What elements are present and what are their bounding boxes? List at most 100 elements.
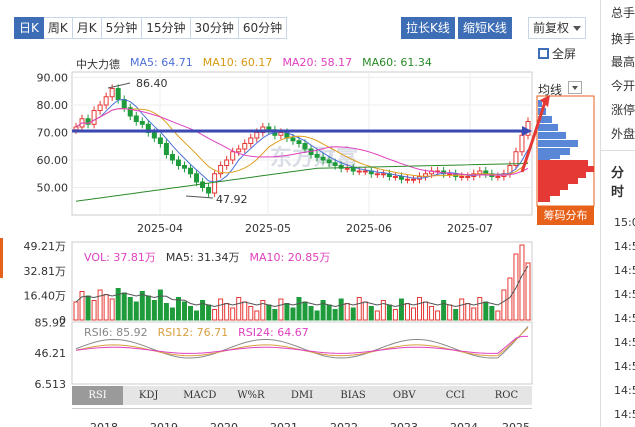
y-tick-label: 49.21万 xyxy=(24,240,67,253)
tab-5min[interactable]: 5分钟 xyxy=(101,17,143,39)
volume-bar xyxy=(290,307,296,321)
ma10-line xyxy=(75,108,529,177)
chip-pointer xyxy=(520,101,547,173)
side-time: 14:5 xyxy=(614,408,635,421)
candle-body xyxy=(350,167,356,172)
year-label: 2025 xyxy=(502,421,530,427)
volume-bar xyxy=(374,310,380,321)
candle-body xyxy=(73,126,79,131)
adjust-label: 前复权 xyxy=(533,21,570,35)
fullscreen-label: 全屏 xyxy=(552,47,577,61)
side-time: 14:5 xyxy=(614,312,635,325)
chip-mode-select[interactable] xyxy=(568,81,582,94)
rsi-legend: RSI6: 85.92 RSI12: 76.71 RSI24: 64.67 xyxy=(84,326,309,339)
tab-roc[interactable]: ROC xyxy=(494,390,519,401)
volume-bar xyxy=(435,310,441,321)
candle-body xyxy=(242,143,248,150)
candle-body xyxy=(266,126,272,131)
chip-bar xyxy=(538,184,568,190)
tab-weekly[interactable]: 周K xyxy=(43,17,73,39)
adjust-select[interactable]: 前复权 xyxy=(528,17,587,39)
volume-bar xyxy=(266,304,272,321)
volume-bar xyxy=(121,292,127,321)
y-tick-label: 46.21 xyxy=(35,347,67,360)
year-navigator[interactable]: 2018 2019 2020 2021 2022 2023 2024 2025 xyxy=(72,408,532,427)
chip-bar xyxy=(538,156,550,163)
year-label: 2019 xyxy=(150,421,178,427)
high-pointer xyxy=(107,82,131,89)
rsi-frame xyxy=(71,321,533,385)
volume-frame xyxy=(71,241,533,321)
volume-bar xyxy=(398,298,404,321)
chip-bar xyxy=(538,166,594,172)
tab-60min[interactable]: 60分钟 xyxy=(238,17,288,39)
volume-bar xyxy=(248,306,254,321)
shrink-kline-button[interactable]: 缩短K线 xyxy=(458,17,512,39)
tab-30min[interactable]: 30分钟 xyxy=(190,17,239,39)
ma5-line xyxy=(75,98,529,183)
volume-bar xyxy=(127,297,133,321)
chip-bar xyxy=(538,124,558,131)
volume-bar xyxy=(308,306,314,321)
kline-x-ticks: 2025-04 2025-05 2025-06 2025-07 xyxy=(137,222,493,235)
candle-body xyxy=(296,140,302,144)
y-tick-label: 80.00 xyxy=(37,99,69,112)
legend-vol-ma10: MA10: 20.85万 xyxy=(249,251,331,264)
tab-wr[interactable]: W%R xyxy=(237,390,265,401)
volume-bar xyxy=(489,306,495,321)
side-time: 14:5 xyxy=(614,384,635,397)
rsi6-line xyxy=(75,326,529,359)
chip-distribution-button[interactable]: 筹码分布 xyxy=(537,206,594,225)
volume-bar xyxy=(519,244,525,321)
volume-bar xyxy=(501,289,507,321)
volume-bar xyxy=(278,298,284,321)
tab-bias[interactable]: BIAS xyxy=(340,390,366,401)
candle-body xyxy=(151,132,157,139)
tab-kdj[interactable]: KDJ xyxy=(138,390,159,401)
legend-rsi24: RSI24: 64.67 xyxy=(238,326,309,339)
chip-bar xyxy=(538,196,550,202)
chip-bar xyxy=(538,160,588,166)
volume-bar xyxy=(169,307,175,321)
kline-candles xyxy=(73,84,531,198)
volume-bar xyxy=(441,300,447,321)
candle-body xyxy=(230,151,236,161)
chip-bar xyxy=(538,178,578,184)
candle-body xyxy=(495,176,501,178)
legend-ma60: MA60: 61.34 xyxy=(362,56,432,69)
tab-dmi[interactable]: DMI xyxy=(290,390,314,401)
legend-vol: VOL: 37.81万 xyxy=(84,251,156,264)
tab-15min[interactable]: 15分钟 xyxy=(142,17,191,39)
volume-bar xyxy=(85,295,91,321)
kline-ma-lines xyxy=(75,98,529,202)
tab-macd[interactable]: MACD xyxy=(183,390,217,401)
fullscreen-button[interactable]: 全屏 xyxy=(538,45,576,62)
tab-rsi[interactable]: RSI xyxy=(72,386,124,405)
volume-bar xyxy=(254,310,260,321)
volume-legend: VOL: 37.81万 MA5: 31.34万 MA10: 20.85万 xyxy=(84,249,331,264)
candle-body xyxy=(290,137,296,142)
volume-bar xyxy=(326,304,332,321)
volume-bar xyxy=(206,304,212,321)
volume-bar xyxy=(242,301,248,321)
volume-bar xyxy=(483,301,489,321)
stretch-kline-button[interactable]: 拉长K线 xyxy=(401,17,455,39)
ma60-line xyxy=(75,162,529,202)
kline-gridlines xyxy=(72,72,532,215)
side-intraday-title: 分时 xyxy=(611,166,625,200)
volume-bar xyxy=(230,307,236,321)
tab-monthly[interactable]: 月K xyxy=(72,17,102,39)
candle-body xyxy=(338,165,344,169)
side-time: 14:5 xyxy=(614,336,635,349)
tab-obv[interactable]: OBV xyxy=(392,390,416,401)
tab-daily[interactable]: 日K xyxy=(14,17,44,39)
volume-bar xyxy=(91,300,97,321)
legend-vol-ma5: MA5: 31.34万 xyxy=(165,251,240,264)
y-tick-label: 90.00 xyxy=(37,72,69,85)
volume-bar xyxy=(386,304,392,321)
kline-frame xyxy=(71,71,533,216)
volume-bar xyxy=(115,288,121,321)
tab-cci[interactable]: CCI xyxy=(445,390,465,401)
